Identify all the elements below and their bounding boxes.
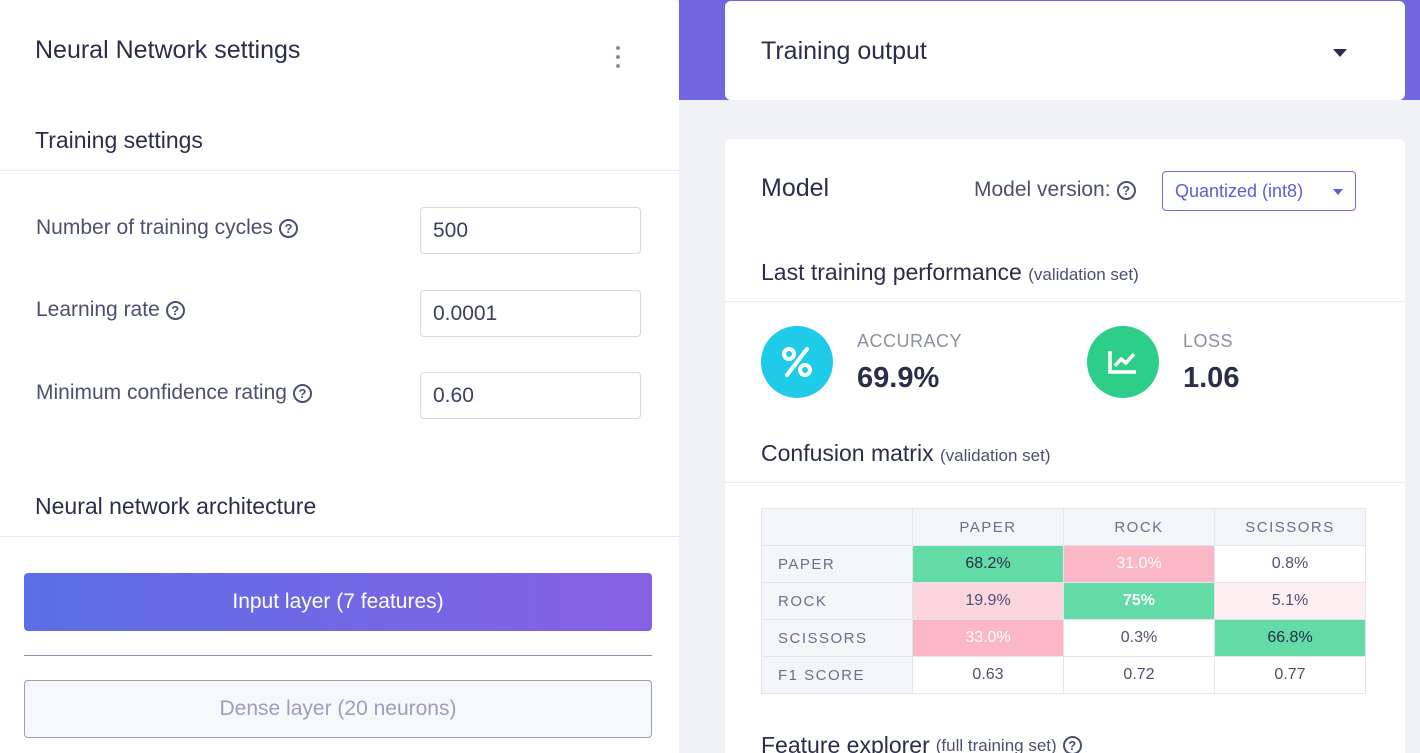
table-row: PAPER 68.2% 31.0% 0.8% [761, 545, 1366, 583]
matrix-cell: 0.77 [1214, 656, 1366, 694]
percent-icon [761, 326, 833, 398]
matrix-cell: 68.2% [912, 545, 1064, 583]
divider [0, 170, 679, 171]
feature-explorer-heading: Feature explorer (full training set) ? [761, 732, 1082, 753]
min-confidence-label: Minimum confidence rating ? [36, 381, 312, 405]
table-row: F1 SCORE 0.63 0.72 0.77 [761, 656, 1366, 694]
table-header-row: PAPER ROCK SCISSORS [761, 508, 1366, 546]
row-header: ROCK [761, 582, 913, 620]
matrix-cell: 0.63 [912, 656, 1064, 694]
learning-rate-input[interactable] [420, 290, 641, 337]
column-header: ROCK [1063, 508, 1215, 546]
divider [725, 301, 1405, 302]
training-cycles-label: Number of training cycles ? [36, 216, 298, 240]
matrix-cell: 33.0% [912, 619, 1064, 657]
input-layer-block[interactable]: Input layer (7 features) [24, 573, 652, 631]
matrix-cell: 5.1% [1214, 582, 1366, 620]
confusion-matrix-table: PAPER ROCK SCISSORS PAPER 68.2% 31.0% 0.… [761, 508, 1366, 694]
chevron-down-icon[interactable] [1333, 49, 1347, 57]
matrix-cell: 0.8% [1214, 545, 1366, 583]
matrix-cell: 66.8% [1214, 619, 1366, 657]
layer-connector [24, 655, 652, 656]
row-header: PAPER [761, 545, 913, 583]
model-version-select[interactable]: Quantized (int8) [1162, 171, 1356, 211]
training-output-card: Training output [725, 1, 1405, 100]
column-header: SCISSORS [1214, 508, 1366, 546]
loss-label: LOSS [1183, 331, 1234, 351]
table-row: SCISSORS 33.0% 0.3% 66.8% [761, 619, 1366, 657]
matrix-cell: 19.9% [912, 582, 1064, 620]
row-header: F1 SCORE [761, 656, 913, 694]
learning-rate-label: Learning rate ? [36, 298, 185, 322]
help-icon[interactable]: ? [278, 218, 298, 238]
column-header: PAPER [912, 508, 1064, 546]
model-version-label: Model version: ? [974, 178, 1136, 202]
min-confidence-input[interactable] [420, 372, 641, 419]
help-icon[interactable]: ? [1062, 736, 1082, 753]
chart-line-icon [1087, 326, 1159, 398]
more-options-icon[interactable] [611, 46, 625, 68]
model-card: Model Model version: ? Quantized (int8) … [725, 139, 1405, 753]
neural-network-settings-panel: Neural Network settings Training setting… [0, 0, 679, 753]
accuracy-value: 69.9% [857, 362, 940, 394]
matrix-cell: 0.3% [1063, 619, 1215, 657]
table-corner-cell [761, 508, 913, 546]
help-icon[interactable]: ? [165, 300, 185, 320]
help-icon[interactable]: ? [292, 383, 312, 403]
caret-down-icon [1333, 189, 1343, 195]
dense-layer-block[interactable]: Dense layer (20 neurons) [24, 680, 652, 738]
training-cycles-input[interactable] [420, 207, 641, 254]
model-title: Model [761, 174, 830, 202]
help-icon[interactable]: ? [1116, 180, 1136, 200]
architecture-heading: Neural network architecture [35, 493, 317, 519]
row-header: SCISSORS [761, 619, 913, 657]
training-settings-heading: Training settings [35, 127, 203, 153]
training-output-title: Training output [761, 37, 927, 65]
confusion-matrix-heading: Confusion matrix (validation set) [761, 440, 1051, 466]
accuracy-label: ACCURACY [857, 331, 963, 351]
matrix-cell: 75% [1063, 582, 1215, 620]
last-performance-heading: Last training performance (validation se… [761, 259, 1139, 285]
matrix-cell: 31.0% [1063, 545, 1215, 583]
matrix-cell: 0.72 [1063, 656, 1215, 694]
panel-title: Neural Network settings [35, 36, 301, 64]
loss-value: 1.06 [1183, 362, 1240, 394]
divider [0, 536, 679, 537]
table-row: ROCK 19.9% 75% 5.1% [761, 582, 1366, 620]
divider [725, 482, 1405, 483]
